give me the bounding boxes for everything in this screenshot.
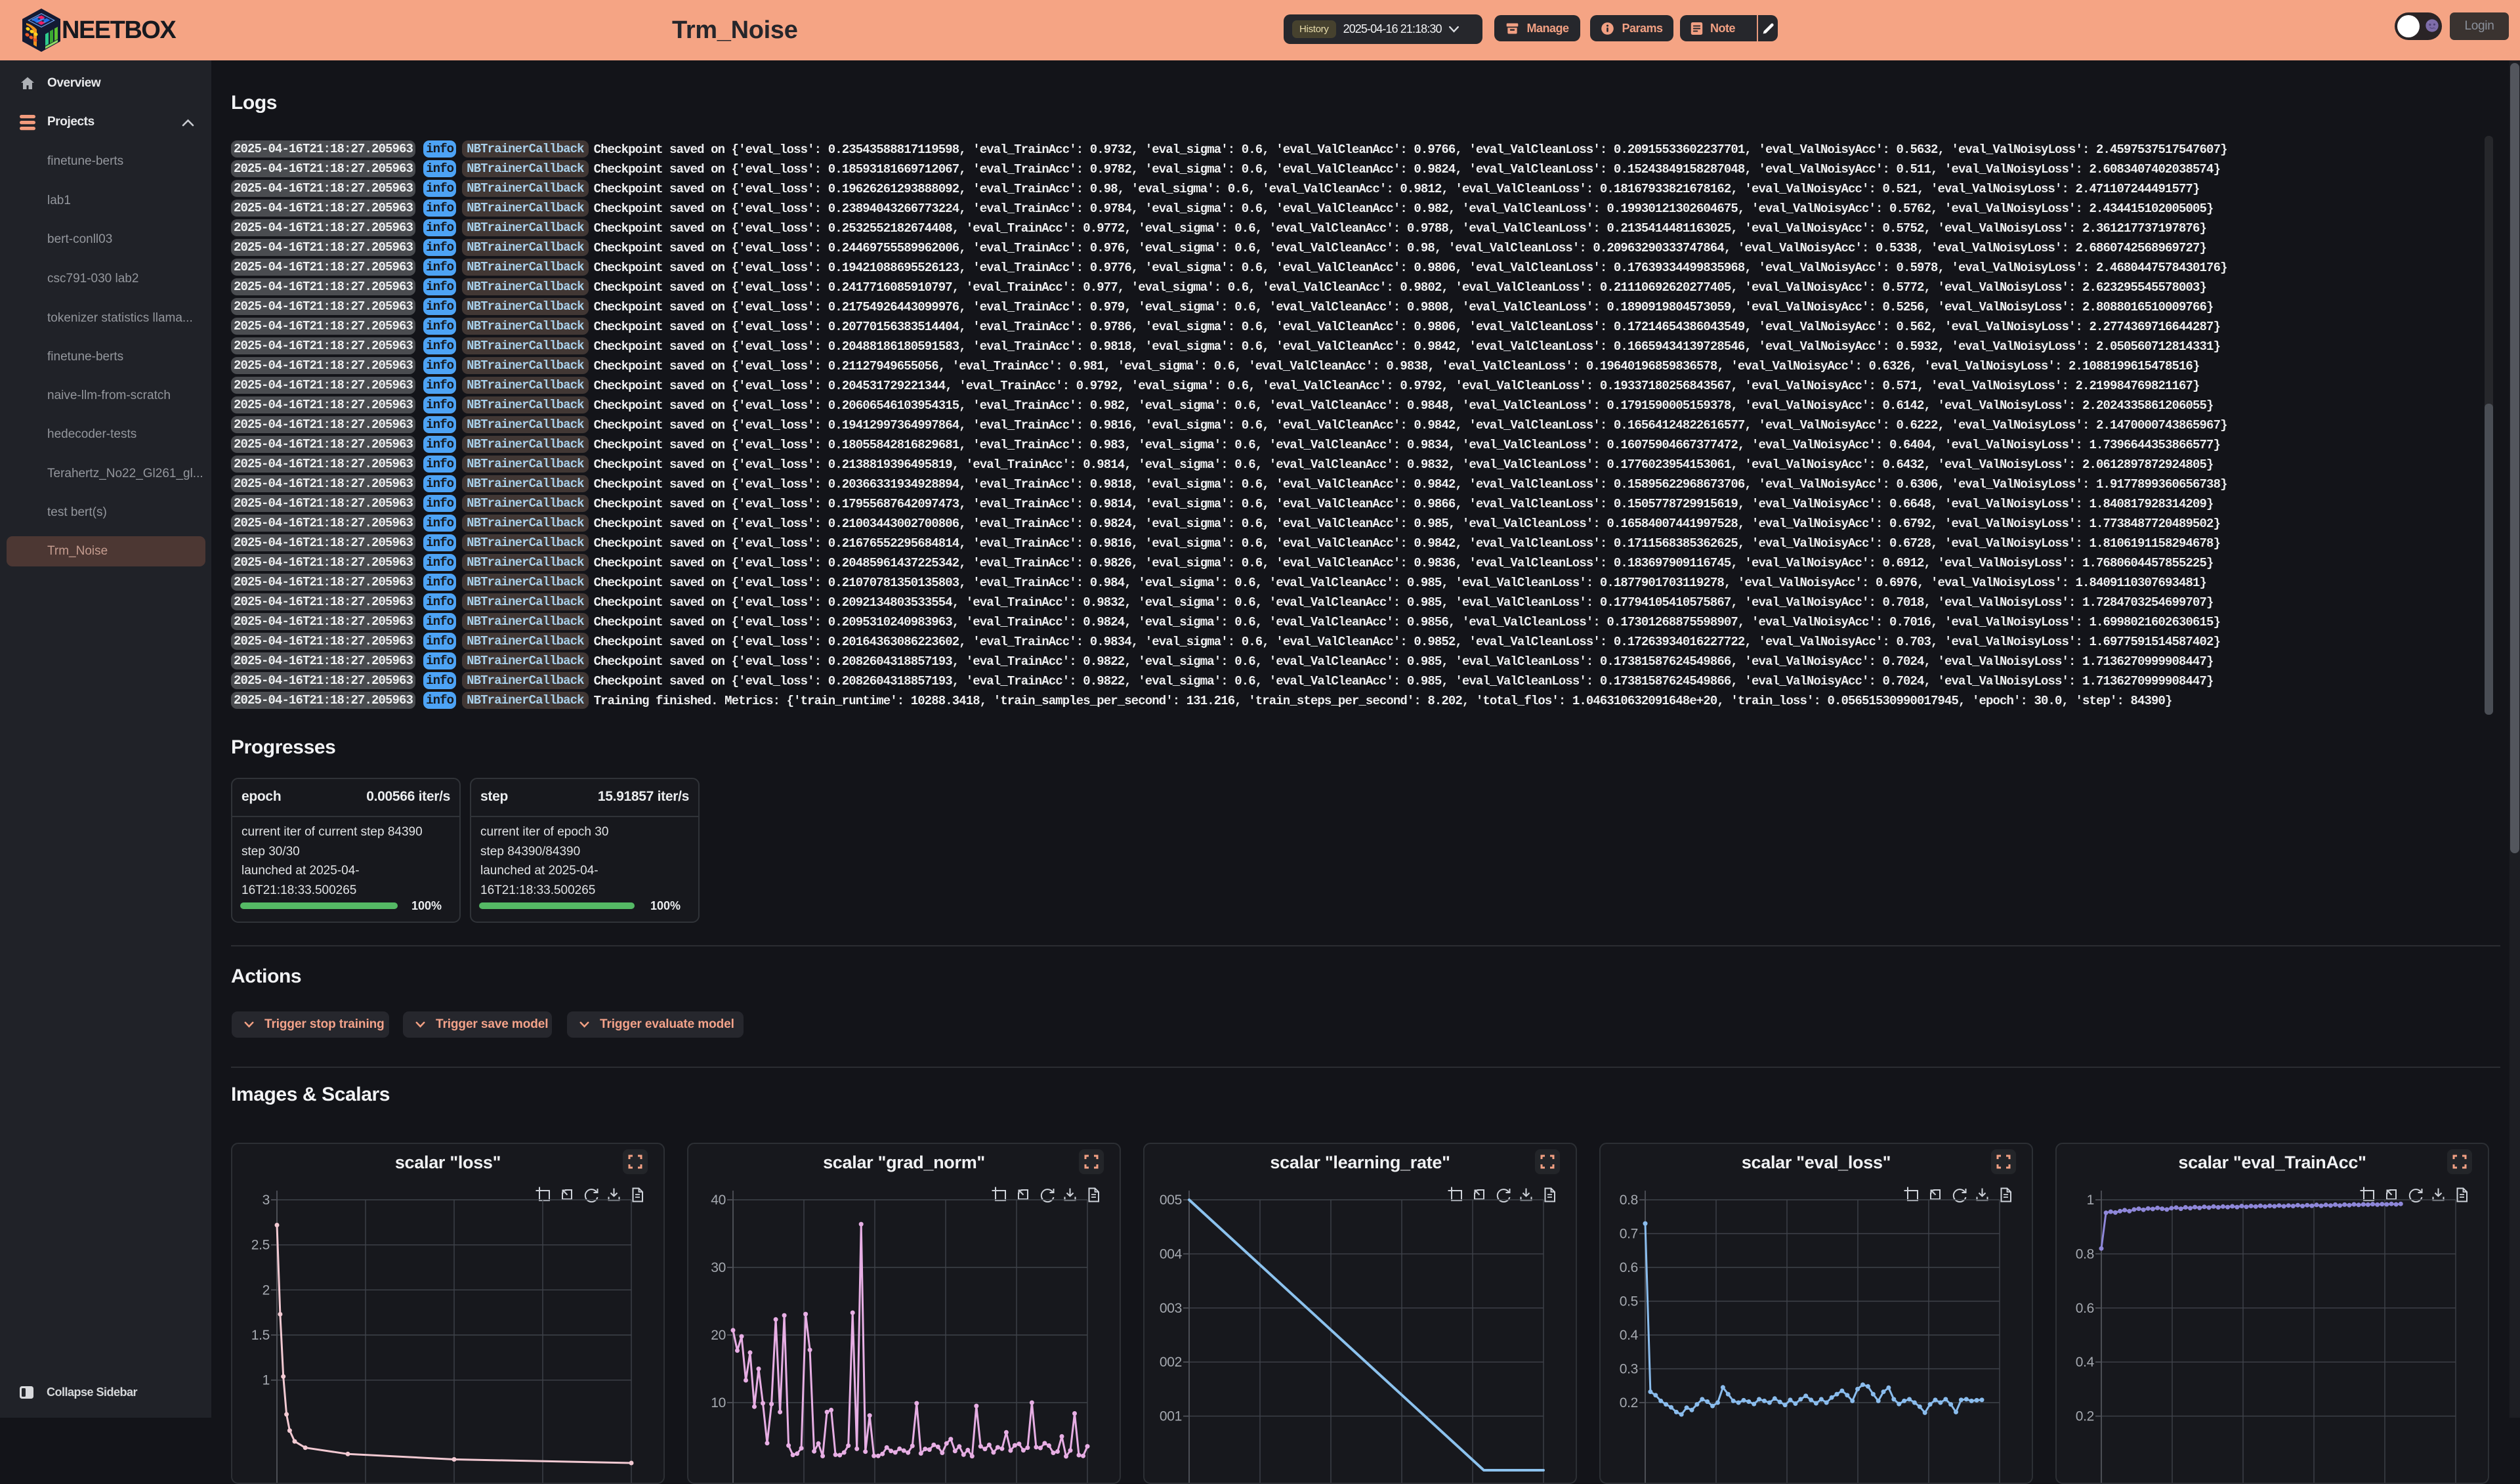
- svg-text:003: 003: [1160, 1301, 1182, 1316]
- svg-text:2.5: 2.5: [251, 1238, 270, 1253]
- svg-text:0.7: 0.7: [1620, 1227, 1638, 1242]
- svg-text:30: 30: [711, 1260, 726, 1275]
- svg-text:1: 1: [262, 1373, 270, 1388]
- svg-text:40: 40: [711, 1193, 726, 1208]
- svg-text:001: 001: [1160, 1409, 1182, 1424]
- svg-text:0.8: 0.8: [1620, 1193, 1638, 1208]
- svg-text:20: 20: [711, 1328, 726, 1343]
- svg-text:0.6: 0.6: [1620, 1260, 1638, 1275]
- svg-text:004: 004: [1160, 1246, 1183, 1261]
- svg-text:0.4: 0.4: [1620, 1328, 1639, 1343]
- svg-text:005: 005: [1160, 1193, 1182, 1208]
- svg-text:3: 3: [262, 1193, 270, 1208]
- svg-text:2: 2: [262, 1283, 270, 1298]
- svg-text:0.4: 0.4: [2076, 1355, 2095, 1370]
- svg-text:0.5: 0.5: [1620, 1294, 1638, 1309]
- svg-text:0.2: 0.2: [1620, 1395, 1638, 1410]
- svg-text:0.2: 0.2: [2076, 1409, 2094, 1424]
- svg-text:1: 1: [2087, 1193, 2094, 1208]
- svg-text:1.5: 1.5: [251, 1328, 270, 1343]
- svg-text:002: 002: [1160, 1355, 1182, 1370]
- svg-text:0.6: 0.6: [2076, 1301, 2094, 1316]
- svg-text:10: 10: [711, 1395, 726, 1410]
- svg-text:0.8: 0.8: [2076, 1246, 2094, 1261]
- svg-text:0.3: 0.3: [1620, 1362, 1638, 1377]
